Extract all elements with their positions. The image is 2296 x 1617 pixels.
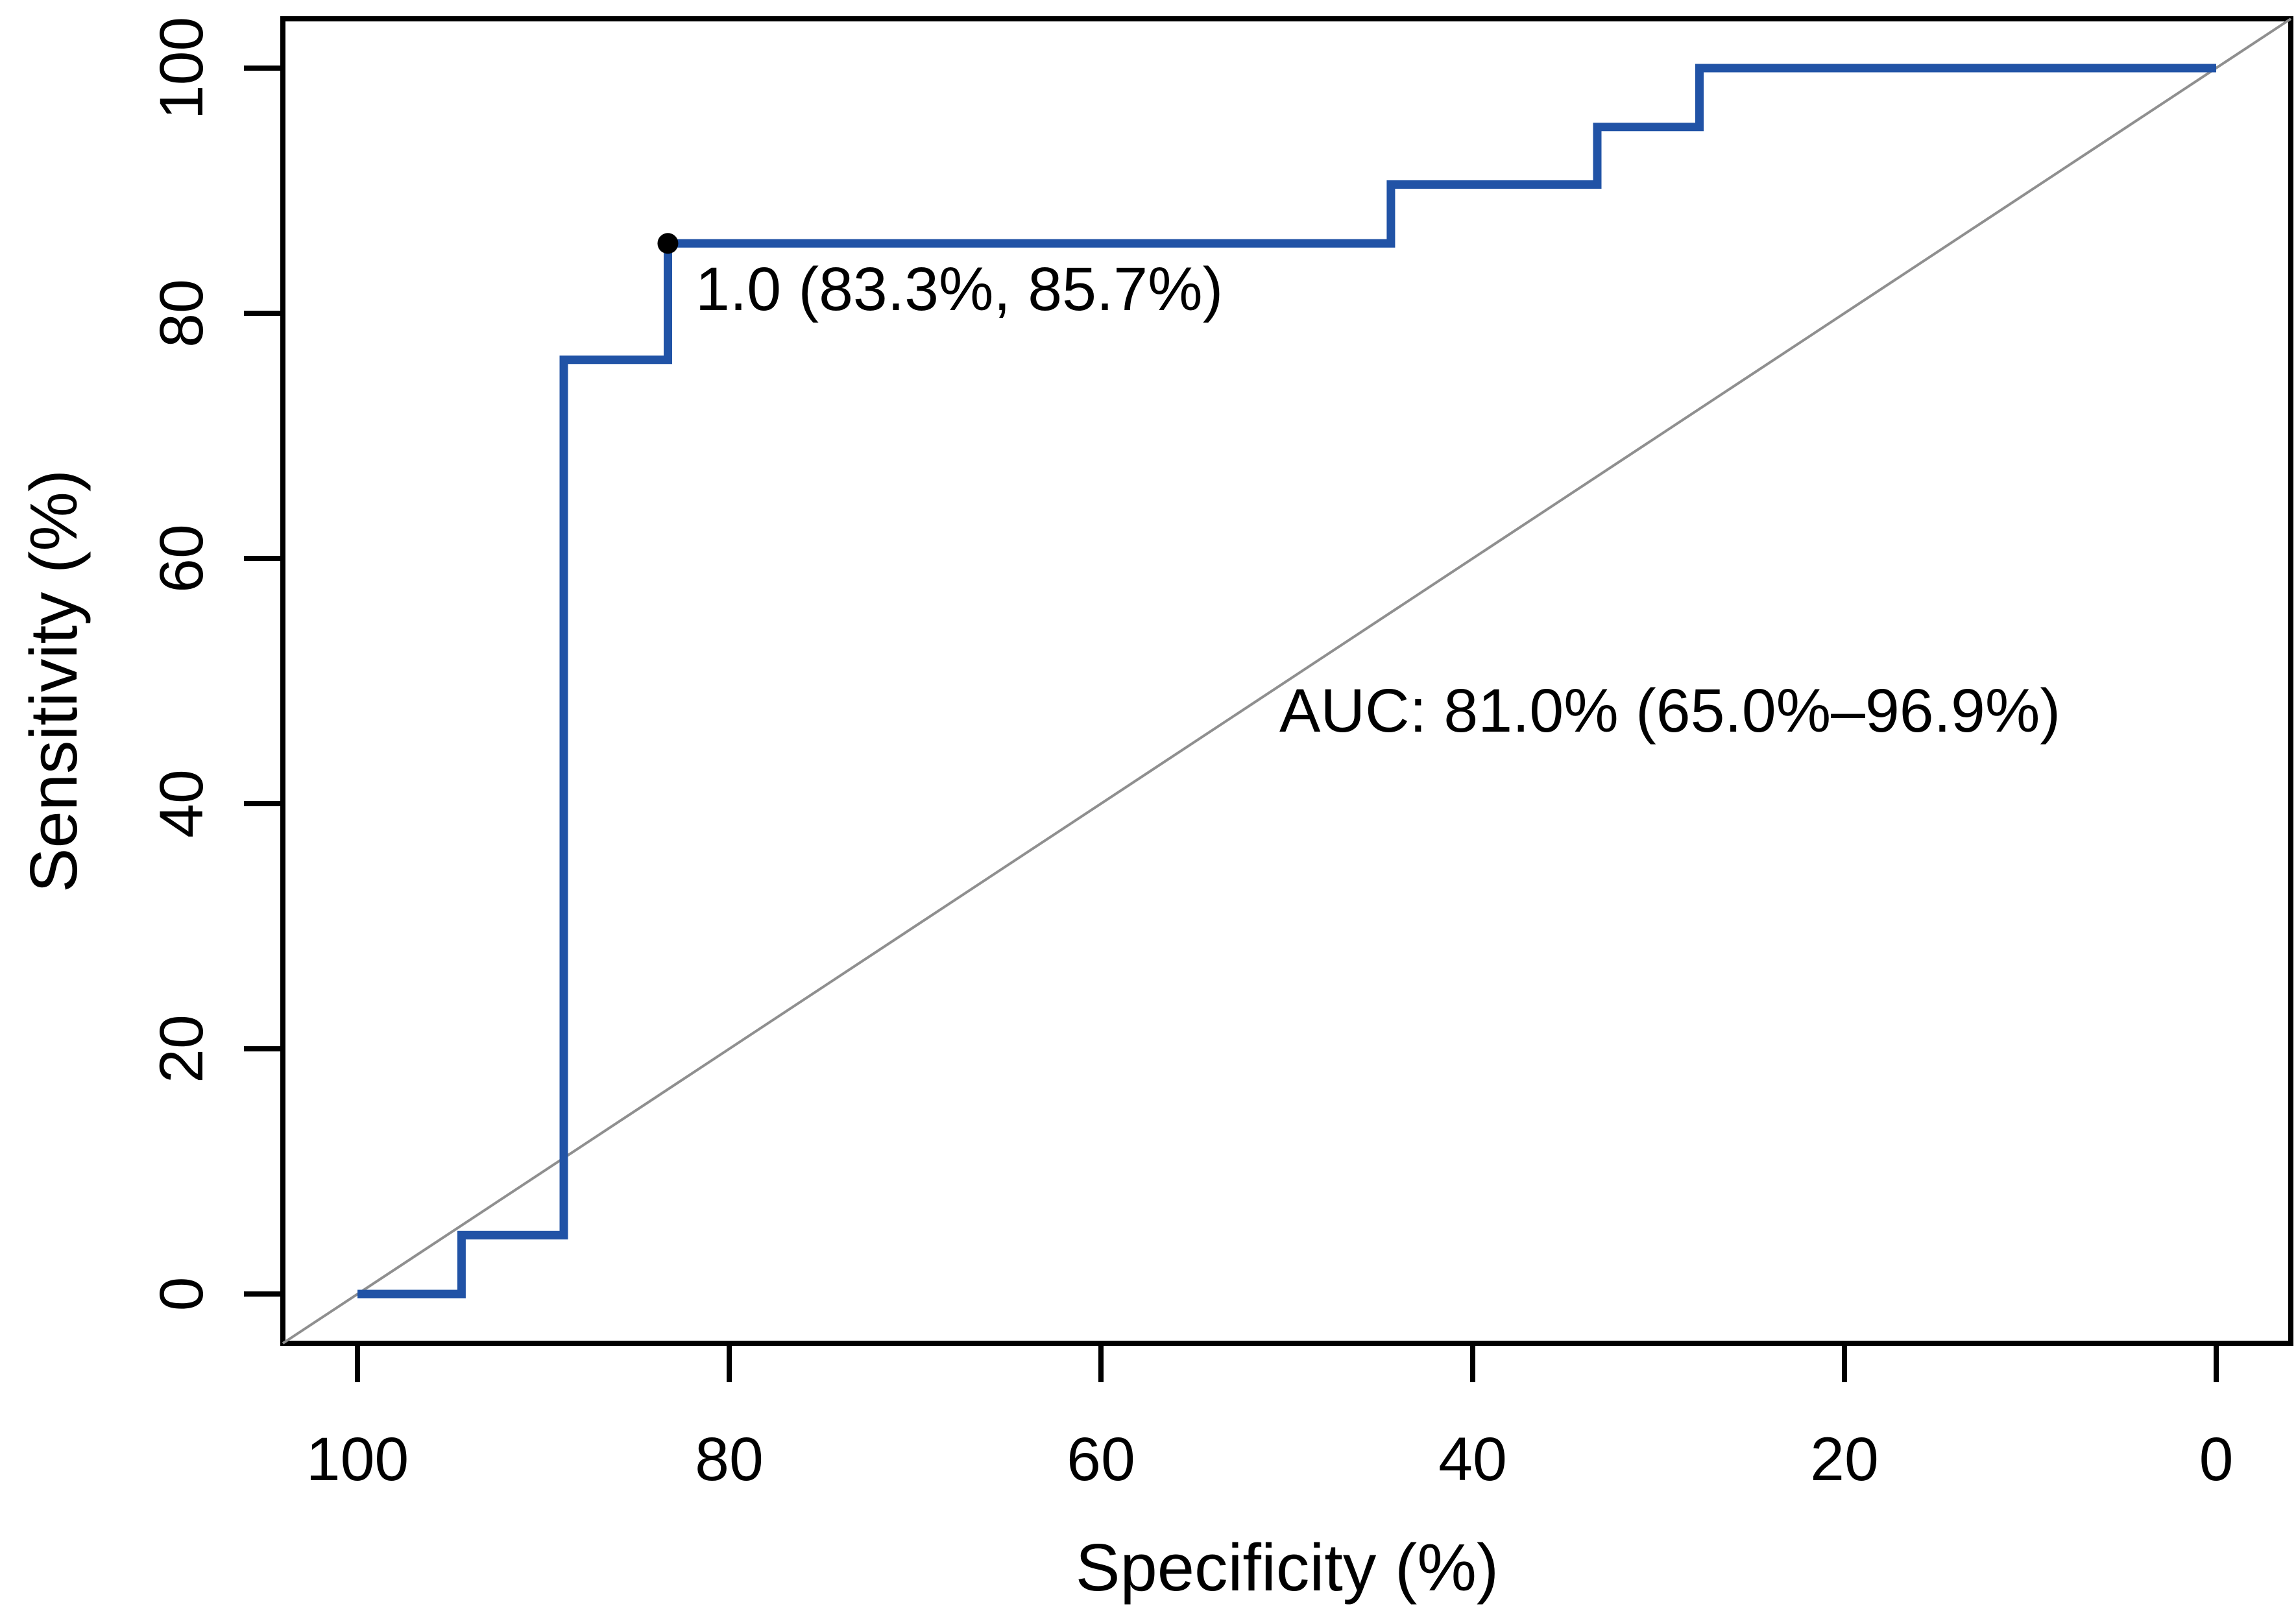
x-axis-tick-label: 100 (306, 1425, 409, 1494)
auc-label: AUC: 81.0% (65.0%–96.9%) (1279, 677, 2060, 745)
x-axis-title: Specificity (%) (1076, 1530, 1499, 1605)
y-axis-tick-label: 60 (147, 524, 216, 593)
x-axis-tick-labels: 100 80 60 40 20 0 (306, 1425, 2234, 1494)
y-axis-ticks (244, 66, 283, 1297)
y-axis-tick-labels: 0 20 40 60 80 100 (147, 17, 216, 1312)
roc-curve (357, 64, 2216, 1299)
y-axis-tick-label: 80 (147, 279, 216, 348)
x-axis-ticks (355, 1343, 2219, 1382)
y-axis-title: Sensitivity (%) (16, 470, 91, 892)
x-axis-tick-label: 80 (695, 1425, 764, 1494)
x-axis-tick-label: 60 (1067, 1425, 1135, 1494)
y-axis-tick-label: 20 (147, 1014, 216, 1083)
x-axis-tick-label: 0 (2199, 1425, 2234, 1494)
x-axis-tick-label: 40 (1438, 1425, 1507, 1494)
plot-box (280, 16, 2293, 1346)
y-axis-tick-label: 100 (147, 17, 216, 120)
chance-diagonal-line (282, 18, 2292, 1345)
threshold-point-label: 1.0 (83.3%, 85.7%) (695, 255, 1223, 324)
y-axis-tick-label: 40 (147, 769, 216, 838)
y-axis-tick-label: 0 (147, 1277, 216, 1312)
x-axis-tick-label: 20 (1810, 1425, 1879, 1494)
threshold-point-marker (657, 233, 679, 254)
